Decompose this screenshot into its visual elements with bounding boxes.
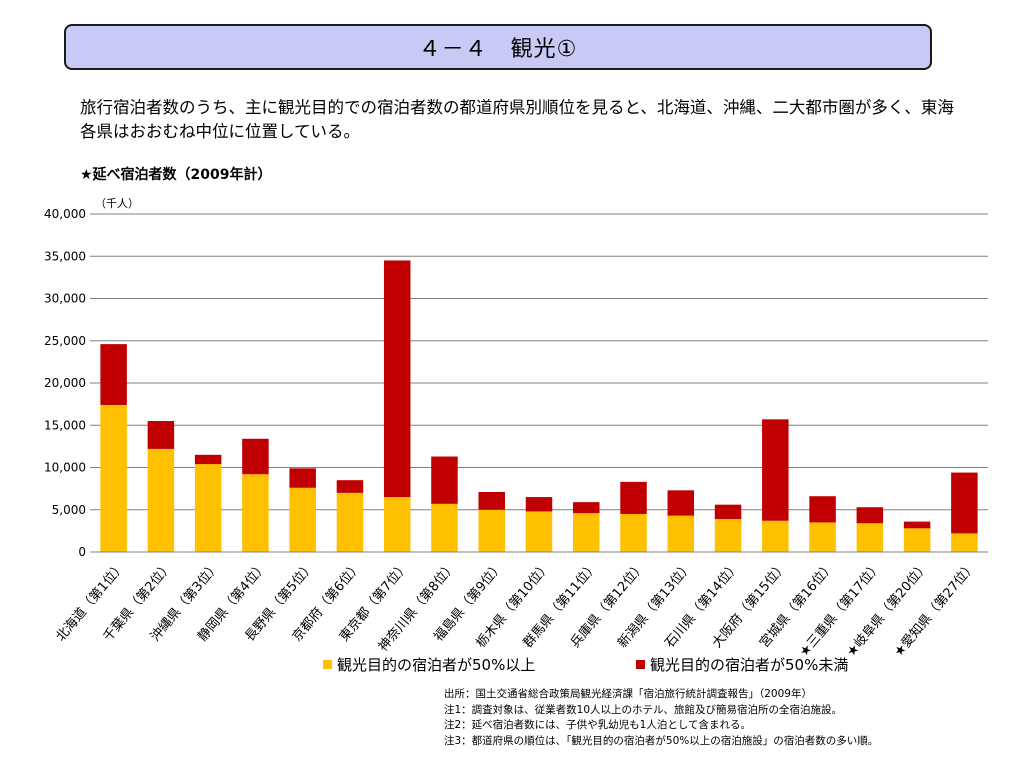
bar-segment-tourism-under-50: [573, 502, 600, 514]
bar-segment-tourism-under-50: [289, 468, 316, 488]
note-1: 注1：調査対象は、従業者数10人以上のホテル、旅館及び簡易宿泊所の全宿泊施設。: [444, 703, 843, 716]
bar-segment-tourism-50-plus: [573, 513, 600, 552]
y-tick-label: 40,000: [44, 207, 86, 221]
y-tick-label: 10,000: [44, 461, 86, 475]
y-tick-label: 20,000: [44, 376, 86, 390]
bar-segment-tourism-under-50: [478, 492, 505, 510]
bar-segment-tourism-50-plus: [903, 528, 931, 552]
bar-segment-tourism-50-plus: [147, 448, 175, 552]
y-tick-label: 5,000: [52, 503, 86, 517]
bar-segment-tourism-50-plus: [762, 520, 789, 552]
legend-label: 観光目的の宿泊者が50%未満: [650, 656, 848, 674]
bar-segment-tourism-under-50: [809, 496, 836, 523]
bar-segment-tourism-50-plus: [951, 533, 978, 552]
y-unit-label: （千人）: [95, 197, 139, 210]
x-category-label: ★三重県（第17位）: [796, 558, 885, 660]
bar-segment-tourism-50-plus: [431, 503, 458, 552]
bar-segment-tourism-under-50: [383, 260, 411, 498]
bar-segment-tourism-under-50: [525, 497, 553, 512]
bar-segment-tourism-under-50: [762, 419, 789, 521]
stacked-bar-chart: 40,000 35,000 30,000 25,000 20,000 15,000 10,0…: [44, 197, 988, 674]
bar-segment-tourism-under-50: [714, 504, 742, 520]
bar-segment-tourism-under-50: [336, 480, 364, 493]
bar-segment-tourism-50-plus: [289, 487, 316, 552]
note-3: 注3：都道府県の順位は、「観光目的の宿泊者が50%以上の宿泊施設」の宿泊者数の多…: [444, 734, 879, 747]
bar-segment-tourism-under-50: [903, 521, 931, 529]
bar-segment-tourism-50-plus: [194, 464, 222, 552]
bar-segment-tourism-under-50: [431, 456, 458, 504]
note-2: 注2：延べ宿泊者数には、子供や乳幼児も1人泊として含まれる。: [444, 719, 752, 731]
bar-segment-tourism-50-plus: [336, 492, 364, 552]
y-tick-label: 30,000: [44, 292, 86, 306]
bar-segment-tourism-50-plus: [714, 519, 742, 552]
bar-segment-tourism-under-50: [100, 344, 127, 405]
bar-segment-tourism-under-50: [147, 421, 175, 449]
bar-segment-tourism-50-plus: [809, 522, 836, 552]
page-title-box: ４－４ 観光①: [64, 24, 932, 70]
y-tick-label: 35,000: [44, 249, 86, 263]
note-source: 出所：国土交通省総合政策局観光経済課「宿泊旅行統計調査報告」（2009年）: [444, 688, 812, 700]
bar-segment-tourism-50-plus: [242, 474, 269, 552]
chart-heading: ★延べ宿泊者数（2009年計）: [80, 167, 272, 183]
bar-segment-tourism-under-50: [194, 454, 222, 465]
bar-segment-tourism-50-plus: [856, 523, 884, 552]
legend-label: 観光目的の宿泊者が50%以上: [337, 656, 535, 674]
y-tick-label: 15,000: [44, 418, 86, 432]
description-text: 旅行宿泊者数のうち、主に観光目的での宿泊者数の都道府県別順位を見ると、北海道、沖…: [80, 98, 954, 141]
bar-segment-tourism-under-50: [620, 481, 647, 514]
bar-segment-tourism-50-plus: [100, 404, 127, 552]
bar-segment-tourism-under-50: [951, 472, 978, 534]
bar-segment-tourism-50-plus: [525, 511, 553, 552]
legend-swatch: [636, 660, 645, 669]
bar-segment-tourism-50-plus: [383, 497, 411, 552]
bar-segment-tourism-50-plus: [667, 515, 695, 552]
notes-block: 出所：国土交通省総合政策局観光経済課「宿泊旅行統計調査報告」（2009年） 注1…: [444, 687, 878, 749]
bar-segment-tourism-under-50: [667, 490, 695, 516]
y-tick-label: 0: [78, 545, 86, 559]
bar-segment-tourism-under-50: [242, 438, 269, 475]
x-category-label: ★愛知県（第27位）: [891, 558, 980, 660]
x-category-label: ★岐阜県（第20位）: [843, 558, 932, 660]
bar-segment-tourism-under-50: [856, 507, 884, 524]
bar-segment-tourism-50-plus: [478, 509, 505, 552]
page-title: ４－４ 観光①: [418, 37, 578, 62]
bar-segment-tourism-50-plus: [620, 513, 647, 552]
y-tick-label: 25,000: [44, 334, 86, 348]
legend-swatch: [323, 660, 332, 669]
